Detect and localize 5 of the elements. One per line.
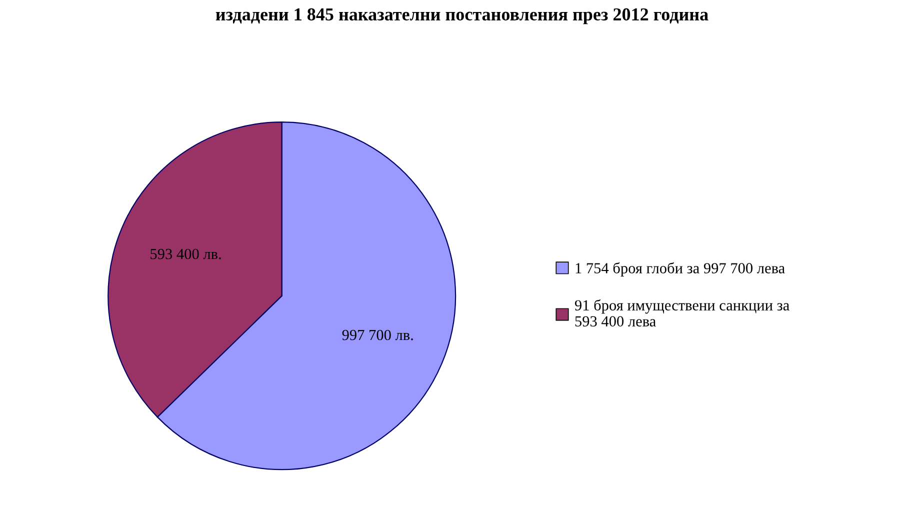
chart-title: издадени 1 845 наказателни постановления през 2012 година bbox=[216, 8, 708, 24]
data-label: 593 400 лв. bbox=[150, 248, 221, 260]
data-label: 997 700 лв. bbox=[342, 330, 413, 340]
legend-label: 91 броя имуществени санкции за 593 400 лева bbox=[574, 299, 790, 326]
legend-label: 1 754 броя глоби за 997 700 лева bbox=[576, 262, 785, 276]
